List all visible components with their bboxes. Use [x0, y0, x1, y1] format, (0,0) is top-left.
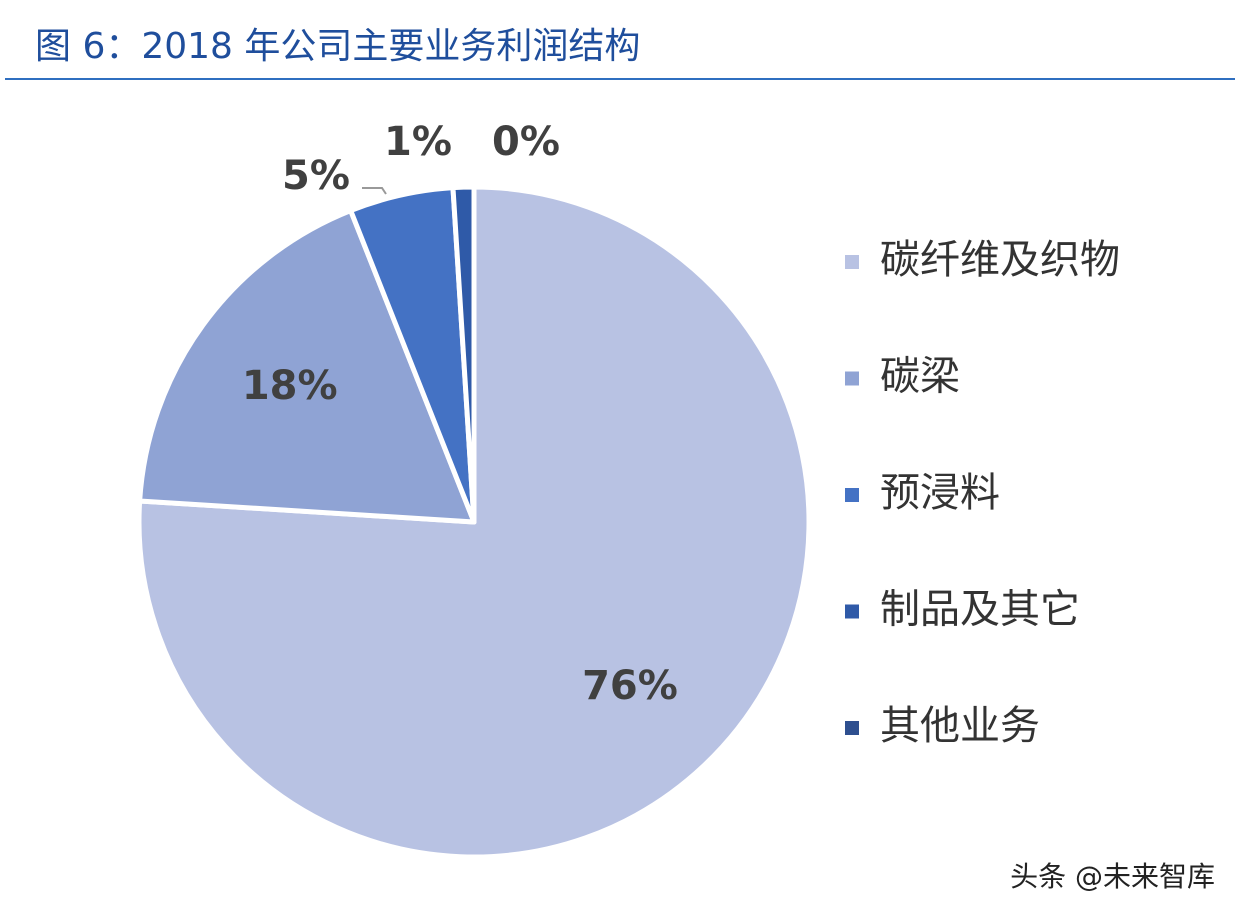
data-label: 76%: [582, 663, 678, 709]
watermark: 头条 @未来智库: [1010, 860, 1215, 893]
legend-swatch: [845, 488, 859, 502]
legend-swatch: [845, 721, 859, 735]
data-label: 0%: [492, 119, 560, 165]
data-label: 1%: [384, 119, 452, 165]
legend-label: 其他业务: [880, 703, 1040, 749]
data-label: 18%: [242, 363, 338, 409]
data-labels: 76% 18% 5% 1% 0%: [242, 119, 678, 709]
pie: [136, 184, 812, 860]
legend-swatch: [845, 604, 859, 619]
legend-label: 制品及其它: [880, 587, 1080, 633]
legend-label: 碳纤维及织物: [880, 237, 1120, 283]
chart-title: 图 6：2018 年公司主要业务利润结构: [35, 26, 640, 67]
legend-swatch: [845, 371, 859, 386]
data-label: 5%: [282, 153, 350, 199]
pie-slice: [137, 208, 477, 525]
pie-slice: [136, 184, 812, 860]
leader-line: [362, 187, 387, 195]
legend-label: 预浸料: [880, 470, 1000, 516]
legend-swatch: [845, 255, 859, 269]
legend-label: 碳梁: [880, 354, 960, 400]
